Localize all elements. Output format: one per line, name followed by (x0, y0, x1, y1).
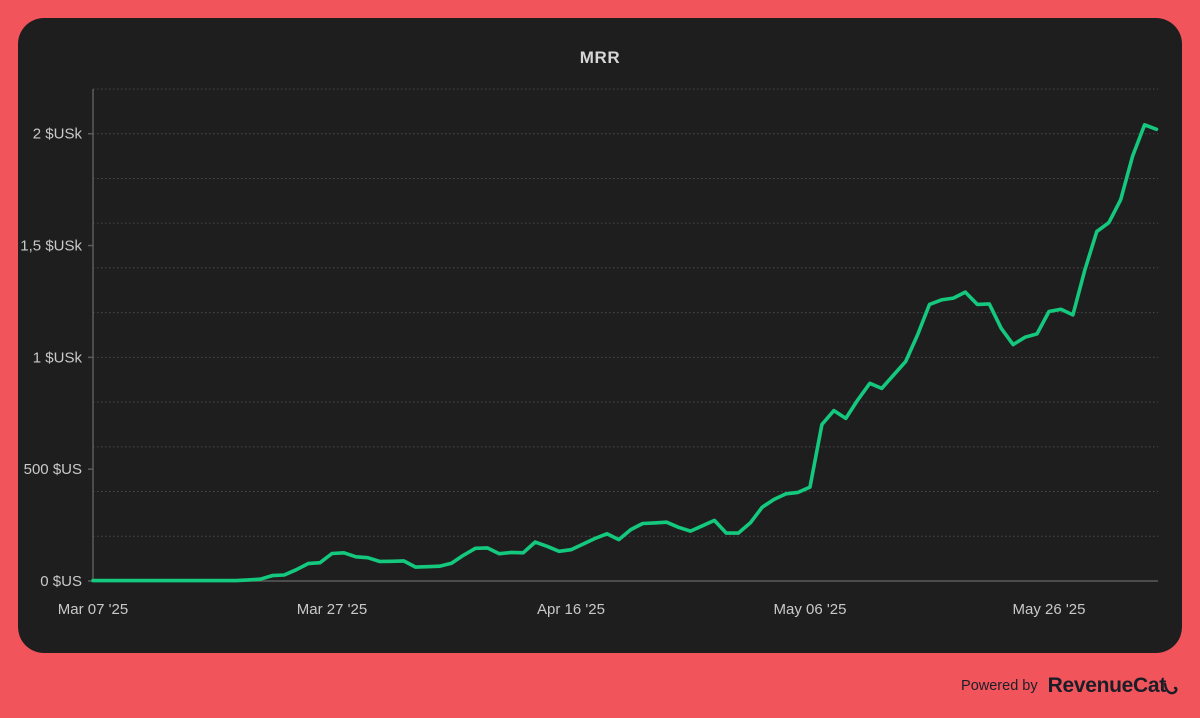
mrr-line-series (91, 123, 1159, 583)
x-tick-label: Apr 16 '25 (537, 601, 605, 618)
y-tick-label: 2 $USk (33, 126, 83, 143)
revenuecat-logo-text: RevenueCat (1047, 674, 1167, 697)
cat-tail-icon (1164, 683, 1178, 695)
y-tick-label: 1,5 $USk (20, 238, 82, 255)
mrr-line-chart: 0 $US 500 $US 1 $USk 1,5 $USk 2 $USk Mar 07 '… (20, 88, 1159, 618)
y-tick-label: 500 $US (24, 461, 82, 478)
x-tick-label: May 06 '25 (774, 601, 847, 618)
powered-by-label: Powered by (961, 678, 1038, 694)
x-tick-label: Mar 27 '25 (297, 601, 367, 618)
revenuecat-logo: RevenueCat (1047, 674, 1178, 698)
y-tick-label: 1 $USk (33, 349, 83, 366)
chart-title: MRR (579, 48, 621, 67)
y-tick-label: 0 $US (40, 573, 82, 590)
x-tick-label: Mar 07 '25 (58, 601, 128, 618)
x-tick-label: May 26 '25 (1013, 601, 1086, 618)
footer: Powered by RevenueCat (961, 668, 1178, 704)
chart-panel: MRR 0 $US 500 $US 1 $USk 1,5 $USk 2 $USk Mar … (18, 18, 1182, 653)
